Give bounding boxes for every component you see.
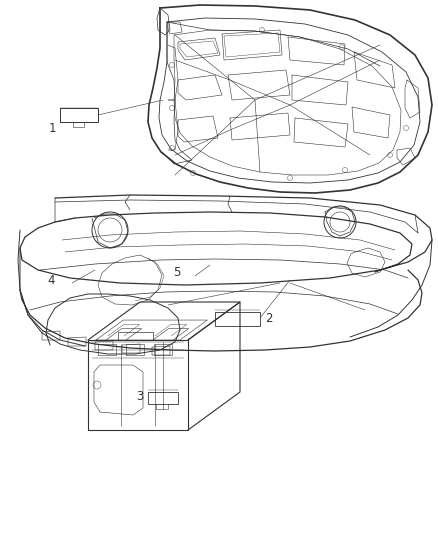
FancyBboxPatch shape <box>215 312 260 326</box>
Text: 2: 2 <box>265 311 272 325</box>
Text: 3: 3 <box>137 391 144 403</box>
Text: 5: 5 <box>173 265 180 279</box>
FancyBboxPatch shape <box>148 392 178 404</box>
Text: 4: 4 <box>47 273 55 287</box>
Text: 1: 1 <box>49 123 56 135</box>
FancyBboxPatch shape <box>60 108 98 122</box>
